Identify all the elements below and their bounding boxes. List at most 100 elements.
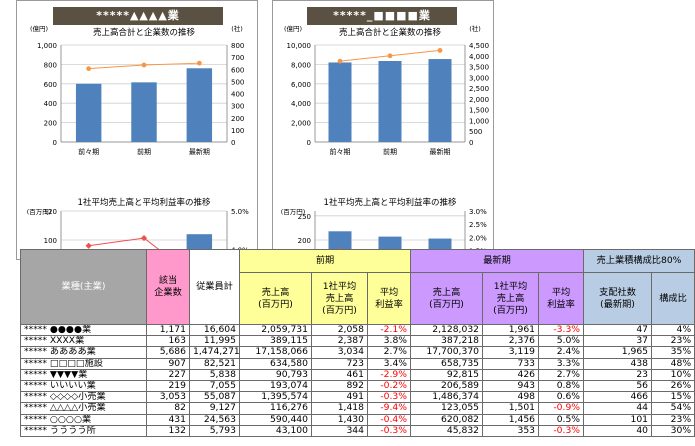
table-cell: 2,376 — [482, 335, 540, 348]
table-cell: 44 — [583, 402, 653, 415]
table-cell: 466 — [583, 391, 653, 404]
header-latest-avg-sales-text: 1社平均 売上高 (百万円) — [493, 280, 528, 316]
table-cell: 2,059,731 — [239, 323, 312, 337]
table-cell: 1,171 — [146, 323, 190, 337]
header-ratio: 構成比 — [651, 272, 695, 325]
left-tick-label: 200 — [44, 120, 57, 128]
table-cell: 48% — [651, 357, 695, 370]
table-cell: 344 — [311, 424, 368, 437]
table-row: ***** ●●●●業 1,171 16,604 2,059,731 2,058 -2.1… — [20, 323, 695, 337]
right-tick-label: 600 — [231, 66, 244, 74]
table-cell: 116,276 — [239, 402, 312, 415]
table-cell: 7,055 — [189, 379, 240, 393]
line-point — [140, 234, 148, 242]
table-cell: 11,995 — [189, 335, 240, 348]
left-tick-label: 400 — [44, 100, 57, 108]
left-tick-label: 2,000 — [291, 120, 311, 128]
table-cell: 2.7% — [538, 368, 585, 381]
table-cell: 2.4% — [538, 346, 585, 359]
right-tick-label: 800 — [231, 42, 244, 50]
header-latest-sales: 売上高 (百万円) — [410, 272, 484, 325]
left-axis-unit: (百万円) — [281, 208, 306, 216]
industry-banner: *****▲▲▲▲業 — [53, 7, 223, 25]
category-label: 最新期 — [430, 147, 451, 156]
industry-name-cell: ***** うううう所 — [20, 424, 147, 437]
left-tick-label: 800 — [44, 61, 57, 69]
table-cell: 498 — [482, 391, 540, 404]
right-tick-label: 1,000 — [469, 117, 489, 125]
right-tick-label: 400 — [231, 91, 244, 99]
line-point — [337, 58, 343, 64]
table-cell: 47 — [583, 323, 653, 337]
table-cell: 24,563 — [189, 413, 240, 426]
category-label: 前期 — [383, 147, 397, 156]
left-tick-label: 10,000 — [287, 42, 312, 50]
right-tick-label: 700 — [231, 54, 244, 62]
left-tick-label: 600 — [44, 81, 57, 89]
bar — [328, 62, 352, 142]
chart-title: 売上高合計と企業数の推移 — [339, 27, 442, 38]
industry-banner: *****_■■■■業 — [307, 7, 457, 25]
line-point — [85, 242, 92, 249]
category-label: 最新期 — [189, 147, 210, 156]
line-point — [437, 47, 443, 53]
table-cell: -9.4% — [366, 402, 412, 415]
bar — [131, 82, 157, 142]
industry-name-cell: ***** ▼▼▼▼業 — [20, 368, 147, 381]
table-cell: 35% — [651, 346, 695, 359]
right-tick-label: 300 — [231, 103, 244, 111]
right-tick-label: 2,500 — [469, 85, 489, 93]
table-cell: 438 — [583, 357, 653, 370]
industry-name-cell: ***** ○○○○業 — [20, 413, 147, 426]
table-row: ***** ○○○○業 431 24,563 590,440 1,430 -0.4% 620… — [20, 413, 695, 426]
table-cell: 15% — [651, 391, 695, 404]
table-cell: 17,158,066 — [239, 346, 312, 359]
table-cell: 0.8% — [538, 379, 585, 393]
table-cell: 17,700,370 — [410, 346, 484, 359]
table-cell: -3.3% — [538, 323, 585, 337]
header-latest-avg-sales: 1社平均 売上高 (百万円) — [482, 272, 540, 325]
right-tick-label: 2.5% — [469, 221, 487, 229]
table-cell: 0.6% — [538, 391, 585, 404]
table-cell: 3,119 — [482, 346, 540, 359]
table-cell: 723 — [311, 357, 368, 370]
table-cell: -0.3% — [366, 391, 412, 404]
table-cell: 1,418 — [311, 402, 368, 415]
table-cell: 132 — [146, 424, 190, 437]
table-cell: 5,838 — [189, 368, 240, 381]
table-cell: 54% — [651, 402, 695, 415]
table-cell: 4% — [651, 323, 695, 337]
table-cell: 23% — [651, 335, 695, 348]
table-cell: 426 — [482, 368, 540, 381]
table-cell: 658,735 — [410, 357, 484, 370]
left-tick-label: 4,000 — [291, 100, 311, 108]
left-axis-unit: (億円) — [284, 24, 302, 33]
industry-name-cell: ***** ◇◇◇◇小売業 — [20, 391, 147, 404]
table-cell: 40 — [583, 424, 653, 437]
table-row: ***** ◇◇◇◇小売業 3,053 55,087 1,395,574 491 -0.3… — [20, 391, 695, 404]
chart-title: 1社平均売上高と平均利益率の推移 — [324, 197, 457, 208]
left-tick-label: 1,000 — [37, 42, 57, 50]
table-cell: 2,058 — [311, 323, 368, 337]
table-cell: 353 — [482, 424, 540, 437]
bar — [75, 83, 102, 142]
table-cell: 3.4% — [366, 357, 412, 370]
table-cell: 1,430 — [311, 413, 368, 426]
table-cell: 3,034 — [311, 346, 368, 359]
header-latest-sales-text: 売上高 (百万円) — [429, 286, 464, 310]
line-point — [86, 66, 92, 72]
table-cell: 733 — [482, 357, 540, 370]
table-cell: 1,486,374 — [410, 391, 484, 404]
header-industry: 業種(主業) — [20, 249, 147, 325]
table-cell: 3.3% — [538, 357, 585, 370]
header-share: 売上業積構成比80% — [583, 248, 695, 274]
table-cell: 590,440 — [239, 413, 312, 426]
industry-name-cell: ***** ああああ業 — [20, 346, 147, 359]
table-cell: 5,793 — [189, 424, 240, 437]
bar — [378, 61, 402, 142]
left-axis-unit: (億円) — [30, 24, 48, 33]
table-cell: 23 — [583, 368, 653, 381]
table-cell: 2,128,032 — [410, 323, 484, 337]
table-cell: 1,961 — [482, 323, 540, 337]
table-row: ***** XXXX業 163 11,995 389,115 2,387 3.8% 387,… — [20, 335, 695, 348]
